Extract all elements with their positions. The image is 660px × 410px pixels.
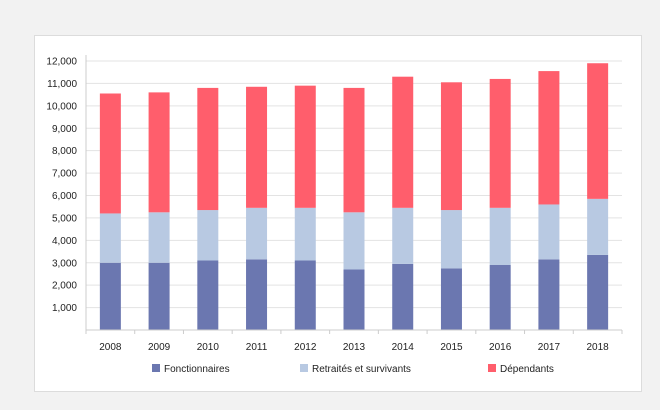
axes: 1,000 2,000 3,000 4,000 5,000 6,000 7,000 8,000… [46,55,623,353]
y-tick-label: 4,000 [52,236,77,247]
legend: Fonctionnaires Retraités et survivants Dép… [152,364,554,375]
bar-dependants [440,82,462,211]
bar-dependants [587,63,609,199]
bar-retraites [392,207,414,264]
bar-fonctionnaires [148,262,170,330]
y-tick-label: 7,000 [52,169,77,180]
bar-fonctionnaires [246,259,268,330]
y-tick-label: 11,000 [47,79,77,90]
bar-retraites [99,213,121,263]
legend-retraites-swatch [300,364,308,372]
bar-dependants [489,78,511,208]
bar-dependants [246,86,268,208]
y-tick-label: 2,000 [52,281,77,292]
x-tick-label: 2011 [246,342,268,353]
x-tick-label: 2018 [587,342,610,353]
x-tick-label: 2013 [343,342,366,353]
bar-fonctionnaires [489,264,511,330]
bar-dependants [343,87,365,213]
bar-retraites [246,207,268,260]
legend-retraites-label: Retraités et survivants [312,364,411,375]
bar-dependants [99,93,121,214]
y-tick-label: 3,000 [52,258,77,269]
legend-fonctionnaires-swatch [152,364,160,372]
bar-dependants [538,71,560,205]
bar-retraites [440,210,462,269]
bar-retraites [489,207,511,265]
x-tick-label: 2008 [99,342,122,353]
bar-retraites [294,207,316,261]
x-tick-label: 2017 [538,342,561,353]
bar-fonctionnaires [197,260,219,330]
legend-fonctionnaires-label: Fonctionnaires [164,364,230,375]
y-tick-label: 9,000 [52,124,77,135]
x-tick-label: 2010 [197,342,220,353]
bar-retraites [148,212,170,263]
y-tick-label: 5,000 [52,213,77,224]
bar-dependants [294,85,316,208]
bar-dependants [392,76,414,208]
x-tick-label: 2012 [294,342,317,353]
legend-dependants-swatch [488,364,496,372]
bar-fonctionnaires [294,260,316,330]
bar-fonctionnaires [587,254,609,330]
x-tick-label: 2016 [489,342,512,353]
bar-fonctionnaires [538,259,560,330]
bars [99,63,609,330]
bar-fonctionnaires [440,268,462,330]
bar-fonctionnaires [343,269,365,330]
bar-dependants [148,92,170,213]
x-tick-label: 2014 [392,342,415,353]
y-tick-label: 6,000 [52,191,77,202]
bar-dependants [197,87,219,211]
bar-retraites [587,198,609,255]
y-tick-label: 12,000 [46,57,77,68]
x-tick-label: 2009 [148,342,171,353]
x-tick-label: 2015 [440,342,463,353]
bar-retraites [538,204,560,260]
bar-fonctionnaires [392,263,414,330]
bar-retraites [343,212,365,270]
bar-fonctionnaires [99,262,121,330]
y-tick-label: 10,000 [46,101,77,112]
y-tick-label: 8,000 [52,146,77,157]
bar-retraites [197,210,219,261]
y-tick-label: 1,000 [52,303,77,314]
legend-dependants-label: Dépendants [500,364,554,375]
